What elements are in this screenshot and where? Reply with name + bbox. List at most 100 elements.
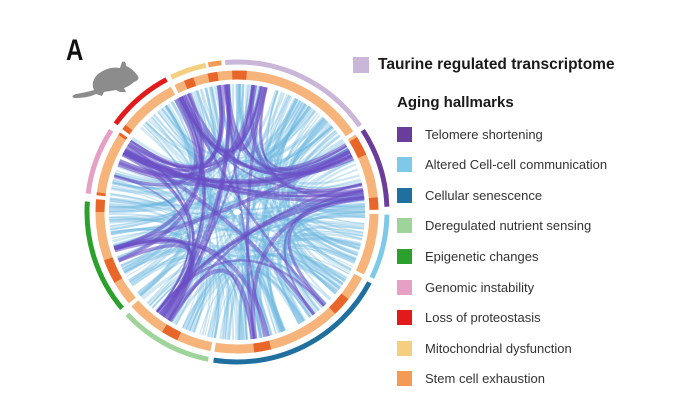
- chord-link: [209, 273, 227, 339]
- chord-link: [112, 84, 252, 190]
- chord-link: [240, 104, 308, 340]
- panel-label: A: [66, 34, 84, 67]
- chord-link: [278, 256, 339, 318]
- chord-link: [149, 116, 283, 333]
- legend-item: Mitochondrial dysfunction: [397, 339, 572, 357]
- inner-ring-highlight: [95, 192, 106, 213]
- legend-label: Telomere shortening: [425, 126, 543, 142]
- chord-link: [297, 205, 365, 260]
- chord-link: [114, 174, 190, 313]
- chord-link: [167, 268, 256, 340]
- chord-link: [124, 85, 223, 173]
- chord-link: [272, 98, 337, 295]
- chord-link: [130, 139, 364, 198]
- taurine-swatch: [353, 57, 369, 73]
- chord-link: [110, 109, 316, 231]
- outer-arc-taurine: [225, 59, 362, 128]
- chord-link: [120, 246, 306, 322]
- chord-link: [113, 149, 351, 250]
- chord-link: [199, 252, 350, 335]
- chord-link: [265, 95, 300, 325]
- chord-link: [277, 103, 340, 290]
- outer-arc-proteostasis: [113, 77, 168, 126]
- chord-link: [287, 117, 365, 216]
- chord-link: [129, 247, 339, 292]
- ring-gap: [128, 297, 139, 307]
- chord-link: [283, 190, 364, 316]
- outer-arc-epigenetic: [84, 201, 125, 311]
- chord-link: [180, 95, 325, 307]
- chord-link: [241, 84, 302, 324]
- chord-link: [238, 272, 287, 340]
- chord-link: [182, 237, 361, 329]
- center-highlight: [233, 209, 241, 215]
- chord-link: [126, 97, 201, 172]
- chord-link: [237, 270, 303, 341]
- chord-link: [108, 185, 175, 213]
- chord-link: [252, 272, 285, 338]
- legend-item: Cellular senescence: [397, 186, 542, 204]
- chord-link: [113, 236, 193, 318]
- outer-arc-telomere: [360, 128, 390, 207]
- legend-item: Stem cell exhaustion: [397, 370, 545, 388]
- hallmarks-legend-title: Aging hallmarks: [397, 94, 514, 111]
- legend-label: Deregulated nutrient sensing: [425, 218, 592, 234]
- legend-label: Altered Cell-cell communication: [425, 157, 608, 173]
- chord-link: [187, 238, 361, 332]
- chord-link: [262, 104, 308, 334]
- chord-link: [263, 102, 307, 332]
- chord-link: [261, 97, 297, 332]
- outer-arc-stem-cell: [207, 60, 222, 68]
- legend-label: Genomic instability: [425, 279, 535, 295]
- ring-gap: [353, 270, 365, 279]
- chord-link: [110, 226, 178, 268]
- legend-label: Mitochondrial dysfunction: [425, 340, 572, 356]
- chord-link: [123, 87, 214, 275]
- chord-link: [239, 271, 300, 340]
- chord-link: [280, 116, 328, 167]
- chord-link: [278, 244, 356, 322]
- chord-link: [131, 127, 335, 286]
- legend-swatch: [397, 187, 412, 203]
- legend-label: Loss of proteostasis: [425, 310, 541, 326]
- legend-item: Epigenetic changes: [397, 247, 538, 265]
- legend-item: Telomere shortening: [397, 125, 543, 143]
- inner-ring-highlight: [349, 137, 367, 159]
- chord-link: [109, 217, 273, 336]
- chord-link: [236, 83, 363, 240]
- outer-arc-mitochondrial: [170, 62, 207, 80]
- inner-ring-highlight: [104, 257, 123, 283]
- inner-ring-highlight: [183, 77, 197, 90]
- chord-link: [249, 84, 364, 195]
- taurine-legend-label: Taurine regulated transcriptome: [378, 56, 615, 73]
- chord-link: [109, 121, 330, 231]
- chord-link: [281, 110, 346, 282]
- chord-link: [292, 227, 364, 290]
- ring-gap: [210, 341, 216, 353]
- chord-link: [269, 206, 365, 333]
- chord-link: [110, 226, 354, 267]
- legend-item: Altered Cell-cell communication: [397, 156, 607, 174]
- legend-label: Stem cell exhaustion: [425, 371, 545, 387]
- chord-link: [261, 103, 307, 334]
- chord-link: [225, 84, 266, 338]
- chord-link: [287, 194, 365, 306]
- legend-swatch: [397, 218, 412, 234]
- chord-link: [109, 178, 361, 207]
- chord-link: [130, 250, 187, 296]
- chord-link: [265, 95, 302, 156]
- chord-link: [157, 110, 302, 324]
- legend-label: Cellular senescence: [425, 187, 543, 203]
- chord-link: [110, 202, 365, 236]
- legend-item: Loss of proteostasis: [397, 309, 541, 327]
- chord-link: [264, 90, 332, 300]
- legend-swatch: [397, 279, 412, 295]
- chord-link: [297, 210, 366, 262]
- chord-link: [170, 102, 208, 328]
- chord-link: [111, 231, 183, 295]
- outer-arc-senescence: [213, 281, 372, 365]
- chord-link: [284, 114, 351, 273]
- inner-ring: [95, 70, 379, 354]
- ring-gap: [119, 128, 130, 138]
